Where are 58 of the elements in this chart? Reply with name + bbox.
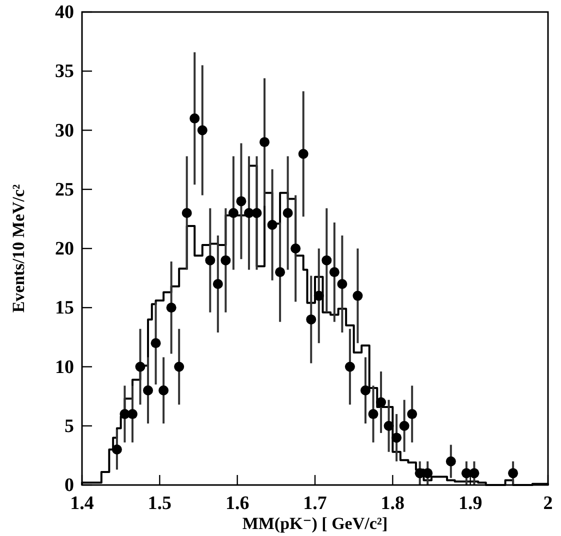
point (376, 397, 386, 408)
point (384, 420, 394, 431)
point (236, 196, 246, 206)
point (267, 220, 278, 230)
point (182, 208, 192, 218)
x-tick-label: 1.6 (225, 493, 250, 514)
point (508, 468, 518, 478)
x-axis-title: MM(pK⁻) [ GeV/c²] (242, 514, 388, 533)
point (205, 255, 216, 266)
point (127, 409, 138, 420)
point (252, 208, 262, 218)
point (344, 362, 355, 372)
x-tick-label: 2 (543, 493, 553, 514)
x-tick-label: 1.9 (458, 493, 482, 514)
x-tick-label: 1.4 (70, 493, 94, 514)
point (112, 444, 122, 455)
point (298, 148, 308, 159)
y-tick-label: 0 (64, 475, 74, 496)
point (392, 432, 402, 443)
point (158, 385, 169, 396)
point (399, 420, 410, 431)
point (329, 267, 340, 278)
point (260, 137, 270, 148)
point (322, 255, 332, 266)
x-tick-label: 1.7 (303, 493, 328, 514)
point (174, 362, 184, 372)
y-axis-title: Events/10 MeV/c² (9, 184, 28, 313)
point (368, 409, 378, 420)
point (352, 290, 363, 301)
y-tick-label: 5 (64, 416, 74, 437)
point (290, 244, 301, 254)
point (314, 290, 324, 301)
point (228, 208, 238, 218)
y-tick-label: 25 (55, 179, 74, 200)
point (190, 113, 200, 124)
y-tick-label: 10 (55, 356, 74, 378)
point (150, 338, 161, 348)
point (275, 267, 286, 278)
point (166, 302, 176, 313)
y-tick-label: 35 (55, 61, 74, 82)
point (337, 278, 348, 289)
point (282, 208, 293, 218)
y-tick-label: 40 (55, 2, 74, 23)
y-tick-label: 20 (55, 238, 74, 260)
point (446, 456, 456, 466)
point (306, 314, 316, 324)
point (220, 255, 231, 266)
point (469, 468, 480, 478)
y-tick-label: 15 (55, 298, 74, 319)
point (197, 125, 208, 136)
point (407, 409, 418, 420)
x-tick-label: 1.8 (380, 493, 405, 514)
point (135, 362, 146, 372)
x-tick-label: 1.5 (148, 493, 172, 514)
y-tick-label: 30 (55, 120, 74, 142)
point (212, 278, 223, 289)
point (360, 385, 370, 396)
point (143, 385, 154, 396)
